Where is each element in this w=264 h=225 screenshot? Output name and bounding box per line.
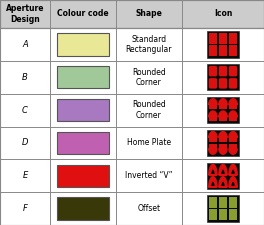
Bar bbox=[0, 0, 264, 28]
Bar bbox=[57, 99, 109, 121]
FancyBboxPatch shape bbox=[209, 78, 217, 89]
Polygon shape bbox=[229, 148, 237, 154]
Text: Aperture
Design: Aperture Design bbox=[6, 4, 44, 24]
Polygon shape bbox=[219, 148, 227, 154]
Bar bbox=[229, 197, 237, 208]
Polygon shape bbox=[219, 99, 227, 104]
Bar bbox=[209, 33, 217, 43]
Bar bbox=[219, 117, 227, 122]
FancyBboxPatch shape bbox=[219, 66, 227, 76]
Bar bbox=[229, 144, 237, 148]
Bar bbox=[209, 104, 217, 109]
Bar bbox=[209, 117, 217, 122]
Bar bbox=[219, 197, 227, 208]
Text: Inverted “V”: Inverted “V” bbox=[125, 171, 173, 180]
Bar bbox=[207, 97, 239, 123]
Polygon shape bbox=[219, 132, 227, 137]
Bar bbox=[219, 209, 227, 220]
Bar bbox=[207, 31, 239, 58]
Bar bbox=[57, 66, 109, 88]
Text: C: C bbox=[22, 106, 28, 115]
Polygon shape bbox=[209, 99, 217, 104]
Bar bbox=[229, 209, 237, 220]
Bar bbox=[0, 61, 264, 94]
Bar bbox=[209, 144, 217, 148]
Polygon shape bbox=[229, 99, 237, 104]
Text: Shape: Shape bbox=[135, 9, 162, 18]
Bar bbox=[209, 197, 217, 208]
Text: E: E bbox=[22, 171, 28, 180]
Text: F: F bbox=[22, 204, 27, 213]
Bar bbox=[207, 130, 239, 156]
Bar bbox=[209, 209, 217, 220]
FancyBboxPatch shape bbox=[209, 66, 217, 76]
Text: Rounded
Corner: Rounded Corner bbox=[132, 100, 166, 120]
Polygon shape bbox=[229, 132, 237, 137]
Bar bbox=[229, 117, 237, 122]
Polygon shape bbox=[209, 164, 217, 175]
Polygon shape bbox=[209, 132, 217, 137]
Text: Standard
Rectangular: Standard Rectangular bbox=[126, 35, 172, 54]
FancyBboxPatch shape bbox=[219, 78, 227, 89]
Text: Colour code: Colour code bbox=[57, 9, 109, 18]
Bar bbox=[219, 33, 227, 43]
Bar bbox=[229, 104, 237, 109]
Text: Rounded
Corner: Rounded Corner bbox=[132, 68, 166, 87]
Text: B: B bbox=[22, 73, 28, 82]
Bar bbox=[207, 64, 239, 90]
Bar bbox=[229, 45, 237, 56]
Bar bbox=[229, 33, 237, 43]
Polygon shape bbox=[219, 164, 227, 175]
Bar bbox=[219, 45, 227, 56]
Polygon shape bbox=[229, 164, 237, 175]
FancyBboxPatch shape bbox=[229, 78, 237, 89]
Bar bbox=[209, 137, 217, 142]
Text: A: A bbox=[22, 40, 28, 49]
Bar bbox=[57, 132, 109, 154]
Bar bbox=[209, 45, 217, 56]
Bar bbox=[57, 33, 109, 56]
Polygon shape bbox=[219, 177, 227, 187]
Bar bbox=[0, 192, 264, 225]
Polygon shape bbox=[219, 111, 227, 117]
Bar bbox=[207, 196, 239, 222]
Text: Home Plate: Home Plate bbox=[127, 138, 171, 147]
Bar bbox=[219, 137, 227, 142]
Polygon shape bbox=[229, 111, 237, 117]
Bar bbox=[0, 94, 264, 126]
Polygon shape bbox=[229, 177, 237, 187]
Polygon shape bbox=[209, 177, 217, 187]
Text: Offset: Offset bbox=[138, 204, 161, 213]
Bar bbox=[0, 159, 264, 192]
Text: Icon: Icon bbox=[214, 9, 232, 18]
Bar bbox=[57, 164, 109, 187]
Text: D: D bbox=[22, 138, 28, 147]
Bar bbox=[229, 137, 237, 142]
Bar bbox=[0, 126, 264, 159]
FancyBboxPatch shape bbox=[229, 66, 237, 76]
Bar bbox=[0, 28, 264, 61]
Bar bbox=[219, 104, 227, 109]
Polygon shape bbox=[209, 111, 217, 117]
Bar bbox=[57, 197, 109, 220]
Bar bbox=[207, 163, 239, 189]
Polygon shape bbox=[209, 148, 217, 154]
Bar bbox=[219, 144, 227, 148]
